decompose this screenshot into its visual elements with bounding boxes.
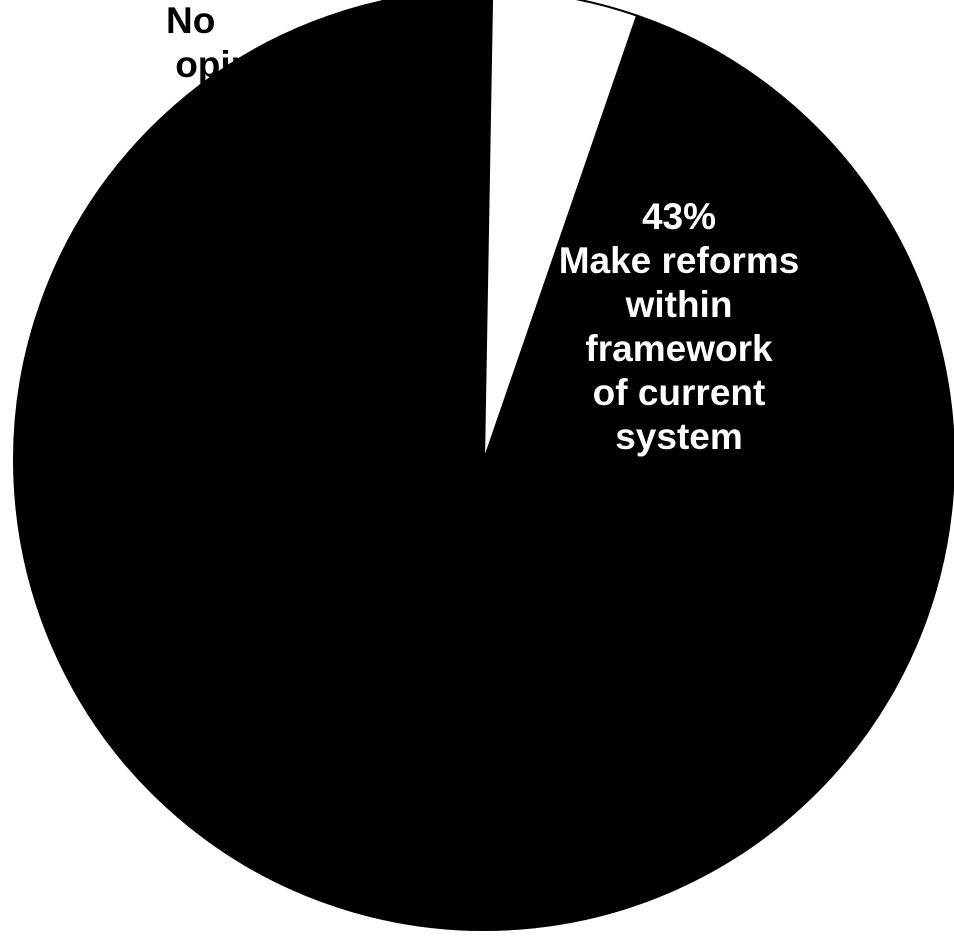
slice-category-label-0-2: framework [585, 328, 773, 369]
slice-category-label-0-0: Make reforms [559, 240, 800, 281]
slice-category-label-0-3: of current [593, 372, 766, 413]
pie-slice-0 [482, 14, 954, 929]
pie-slices [13, 0, 954, 931]
slice-category-label-2-1: opinion [175, 44, 309, 85]
slice-category-label-0-1: within [625, 284, 733, 325]
pie-slice-1 [13, 0, 536, 931]
slice-value-label-0: 43% [642, 196, 716, 237]
slice-category-label-0-4: system [615, 416, 743, 457]
pie-slice-2 [483, 0, 639, 461]
slice-category-label-2-0: No [166, 0, 215, 41]
slice-value-label-2: 5% [268, 105, 321, 146]
